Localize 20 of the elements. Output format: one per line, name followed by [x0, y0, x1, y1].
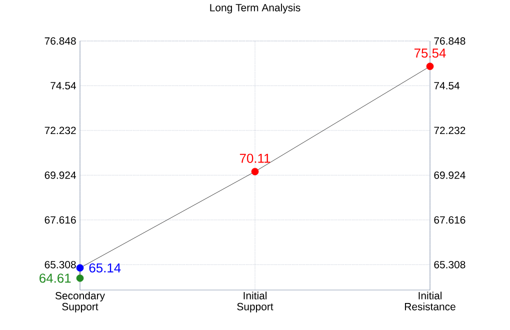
x-tick-label: Initial Support [237, 292, 274, 312]
y-tick-label: 67.616 [44, 216, 76, 224]
y-tick-label: 65.308 [44, 260, 76, 268]
y2-tick-label: 67.616 [434, 216, 466, 224]
chart-title: Long Term Analysis [210, 4, 300, 14]
data-label: 65.14 [89, 263, 121, 272]
y-tick-label: 76.848 [44, 37, 76, 45]
y-tick-label: 72.232 [44, 126, 76, 134]
x-tick-label: Secondary Support [55, 292, 105, 312]
y2-tick-label: 74.54 [434, 82, 460, 90]
y-tick-label: 74.54 [50, 82, 76, 90]
y2-tick-label: 65.308 [434, 260, 466, 268]
data-label: 75.54 [414, 48, 446, 58]
data-label: 70.11 [240, 154, 270, 163]
y2-tick-label: 69.924 [434, 171, 466, 179]
x-tick-label: Initial Resistance [404, 292, 456, 310]
y2-tick-label: 72.232 [434, 126, 466, 134]
y-tick-label: 69.924 [44, 171, 76, 179]
data-label: 64.61 [40, 274, 71, 283]
y2-tick-label: 76.848 [434, 37, 466, 45]
